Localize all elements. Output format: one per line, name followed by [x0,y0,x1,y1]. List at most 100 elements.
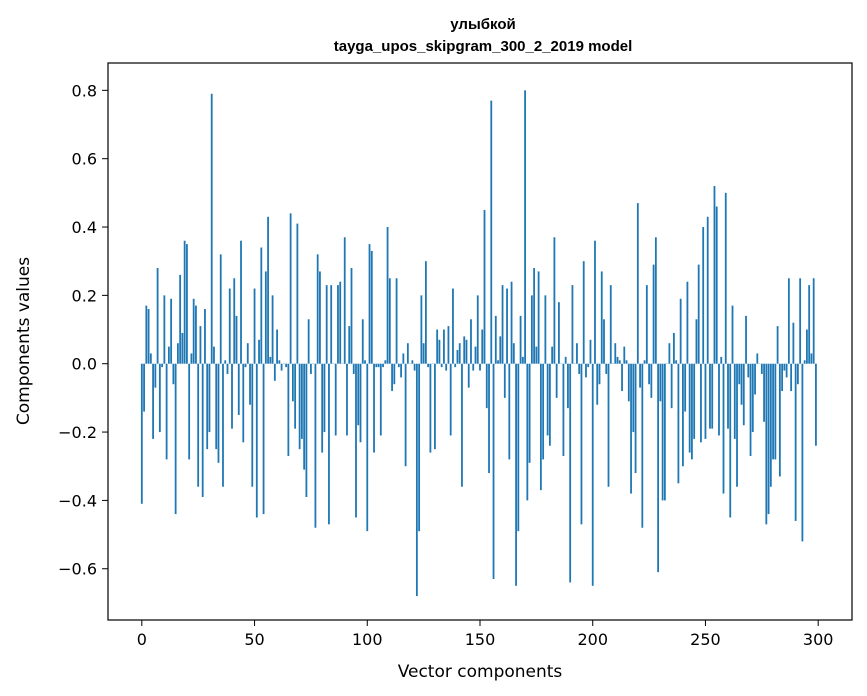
bar-component-181 [548,363,551,446]
bar-component-53 [260,247,263,364]
bar-component-62 [280,363,283,371]
bar-component-136 [447,326,450,364]
bar-component-220 [636,203,639,364]
bar-component-47 [246,343,249,364]
bar-component-248 [700,363,702,443]
bar-component-291 [796,363,799,385]
bar-component-246 [695,319,698,364]
bar-component-239 [679,298,682,364]
bar-component-61 [278,360,281,364]
bar-component-234 [668,343,671,364]
bar-component-168 [519,315,522,364]
bar-component-183 [553,237,556,364]
bar-component-221 [639,363,641,388]
x-axis-label: Vector components [398,662,563,682]
bar-component-29 [206,363,209,450]
bar-component-11 [165,363,168,460]
bar-component-232 [663,363,666,501]
bar-component-266 [740,363,743,405]
bar-component-28 [204,309,206,364]
bar-component-9 [161,363,164,368]
bar-component-43 [237,363,240,415]
bar-component-164 [510,281,513,364]
bar-component-41 [233,278,236,364]
bar-component-228 [654,237,657,364]
bar-component-188 [564,356,567,364]
bar-component-123 [418,363,421,532]
bar-component-227 [652,264,655,364]
bar-component-252 [709,363,711,429]
bar-component-39 [228,288,231,364]
bar-component-194 [578,363,581,374]
bar-component-277 [765,363,768,525]
bar-component-163 [508,363,511,460]
bar-component-138 [452,288,454,364]
bar-component-50 [253,288,256,364]
bar-component-64 [285,363,288,368]
bar-component-81 [323,363,326,433]
bar-component-27 [201,363,204,497]
bar-component-58 [271,295,274,364]
y-axis-label: Components values [14,257,34,425]
bar-component-224 [645,285,648,364]
bar-component-87 [337,285,339,364]
bar-component-84 [330,285,333,364]
bar-component-180 [546,363,549,436]
bar-component-122 [415,363,418,597]
bar-component-166 [515,363,517,586]
bar-component-162 [506,288,508,364]
bar-component-128 [429,363,432,453]
bar-component-110 [388,278,391,364]
bar-component-231 [661,363,664,501]
bar-component-259 [724,192,727,364]
bar-component-256 [718,363,720,436]
plot-frame [107,62,853,621]
bar-component-240 [682,363,684,467]
bar-component-237 [675,360,678,364]
bar-component-150 [479,363,481,371]
bar-component-38 [226,363,229,374]
bar-component-88 [339,281,342,364]
bar-component-130 [434,363,436,450]
bar-component-244 [691,363,693,460]
bar-component-114 [397,363,400,368]
bar-component-257 [720,356,723,364]
bar-component-222 [641,363,644,528]
bar-component-210 [614,343,617,364]
bar-component-142 [461,363,463,487]
bar-component-121 [413,363,416,371]
bar-component-165 [512,343,515,364]
bar-component-167 [517,363,520,532]
bar-component-106 [379,363,382,436]
bar-component-46 [244,363,247,368]
bar-component-124 [420,295,423,364]
bar-component-5 [152,363,154,439]
bar-component-191 [571,285,574,364]
bar-component-247 [697,264,700,364]
bar-component-22 [190,353,193,364]
bar-component-101 [368,244,371,364]
bar-component-294 [803,360,806,364]
bar-component-207 [607,363,610,487]
bar-component-258 [722,363,725,494]
bar-component-70 [298,363,301,450]
y-tick-label: −0.4 [58,491,97,510]
x-tick-label: 100 [352,630,383,649]
bar-component-290 [794,363,797,521]
bar-component-73 [305,363,308,497]
bar-component-1 [143,363,145,412]
bar-component-219 [634,363,637,474]
bar-component-16 [176,343,179,364]
bar-component-115 [400,363,402,378]
bar-component-250 [704,363,707,439]
bar-component-86 [334,363,337,436]
bar-component-12 [167,346,170,364]
bar-component-225 [648,363,650,385]
x-tick-label: 50 [244,630,264,649]
bar-component-172 [528,363,531,463]
bar-component-146 [470,319,472,364]
bar-component-131 [436,329,439,364]
bar-component-144 [465,339,468,364]
bar-component-113 [395,278,398,364]
